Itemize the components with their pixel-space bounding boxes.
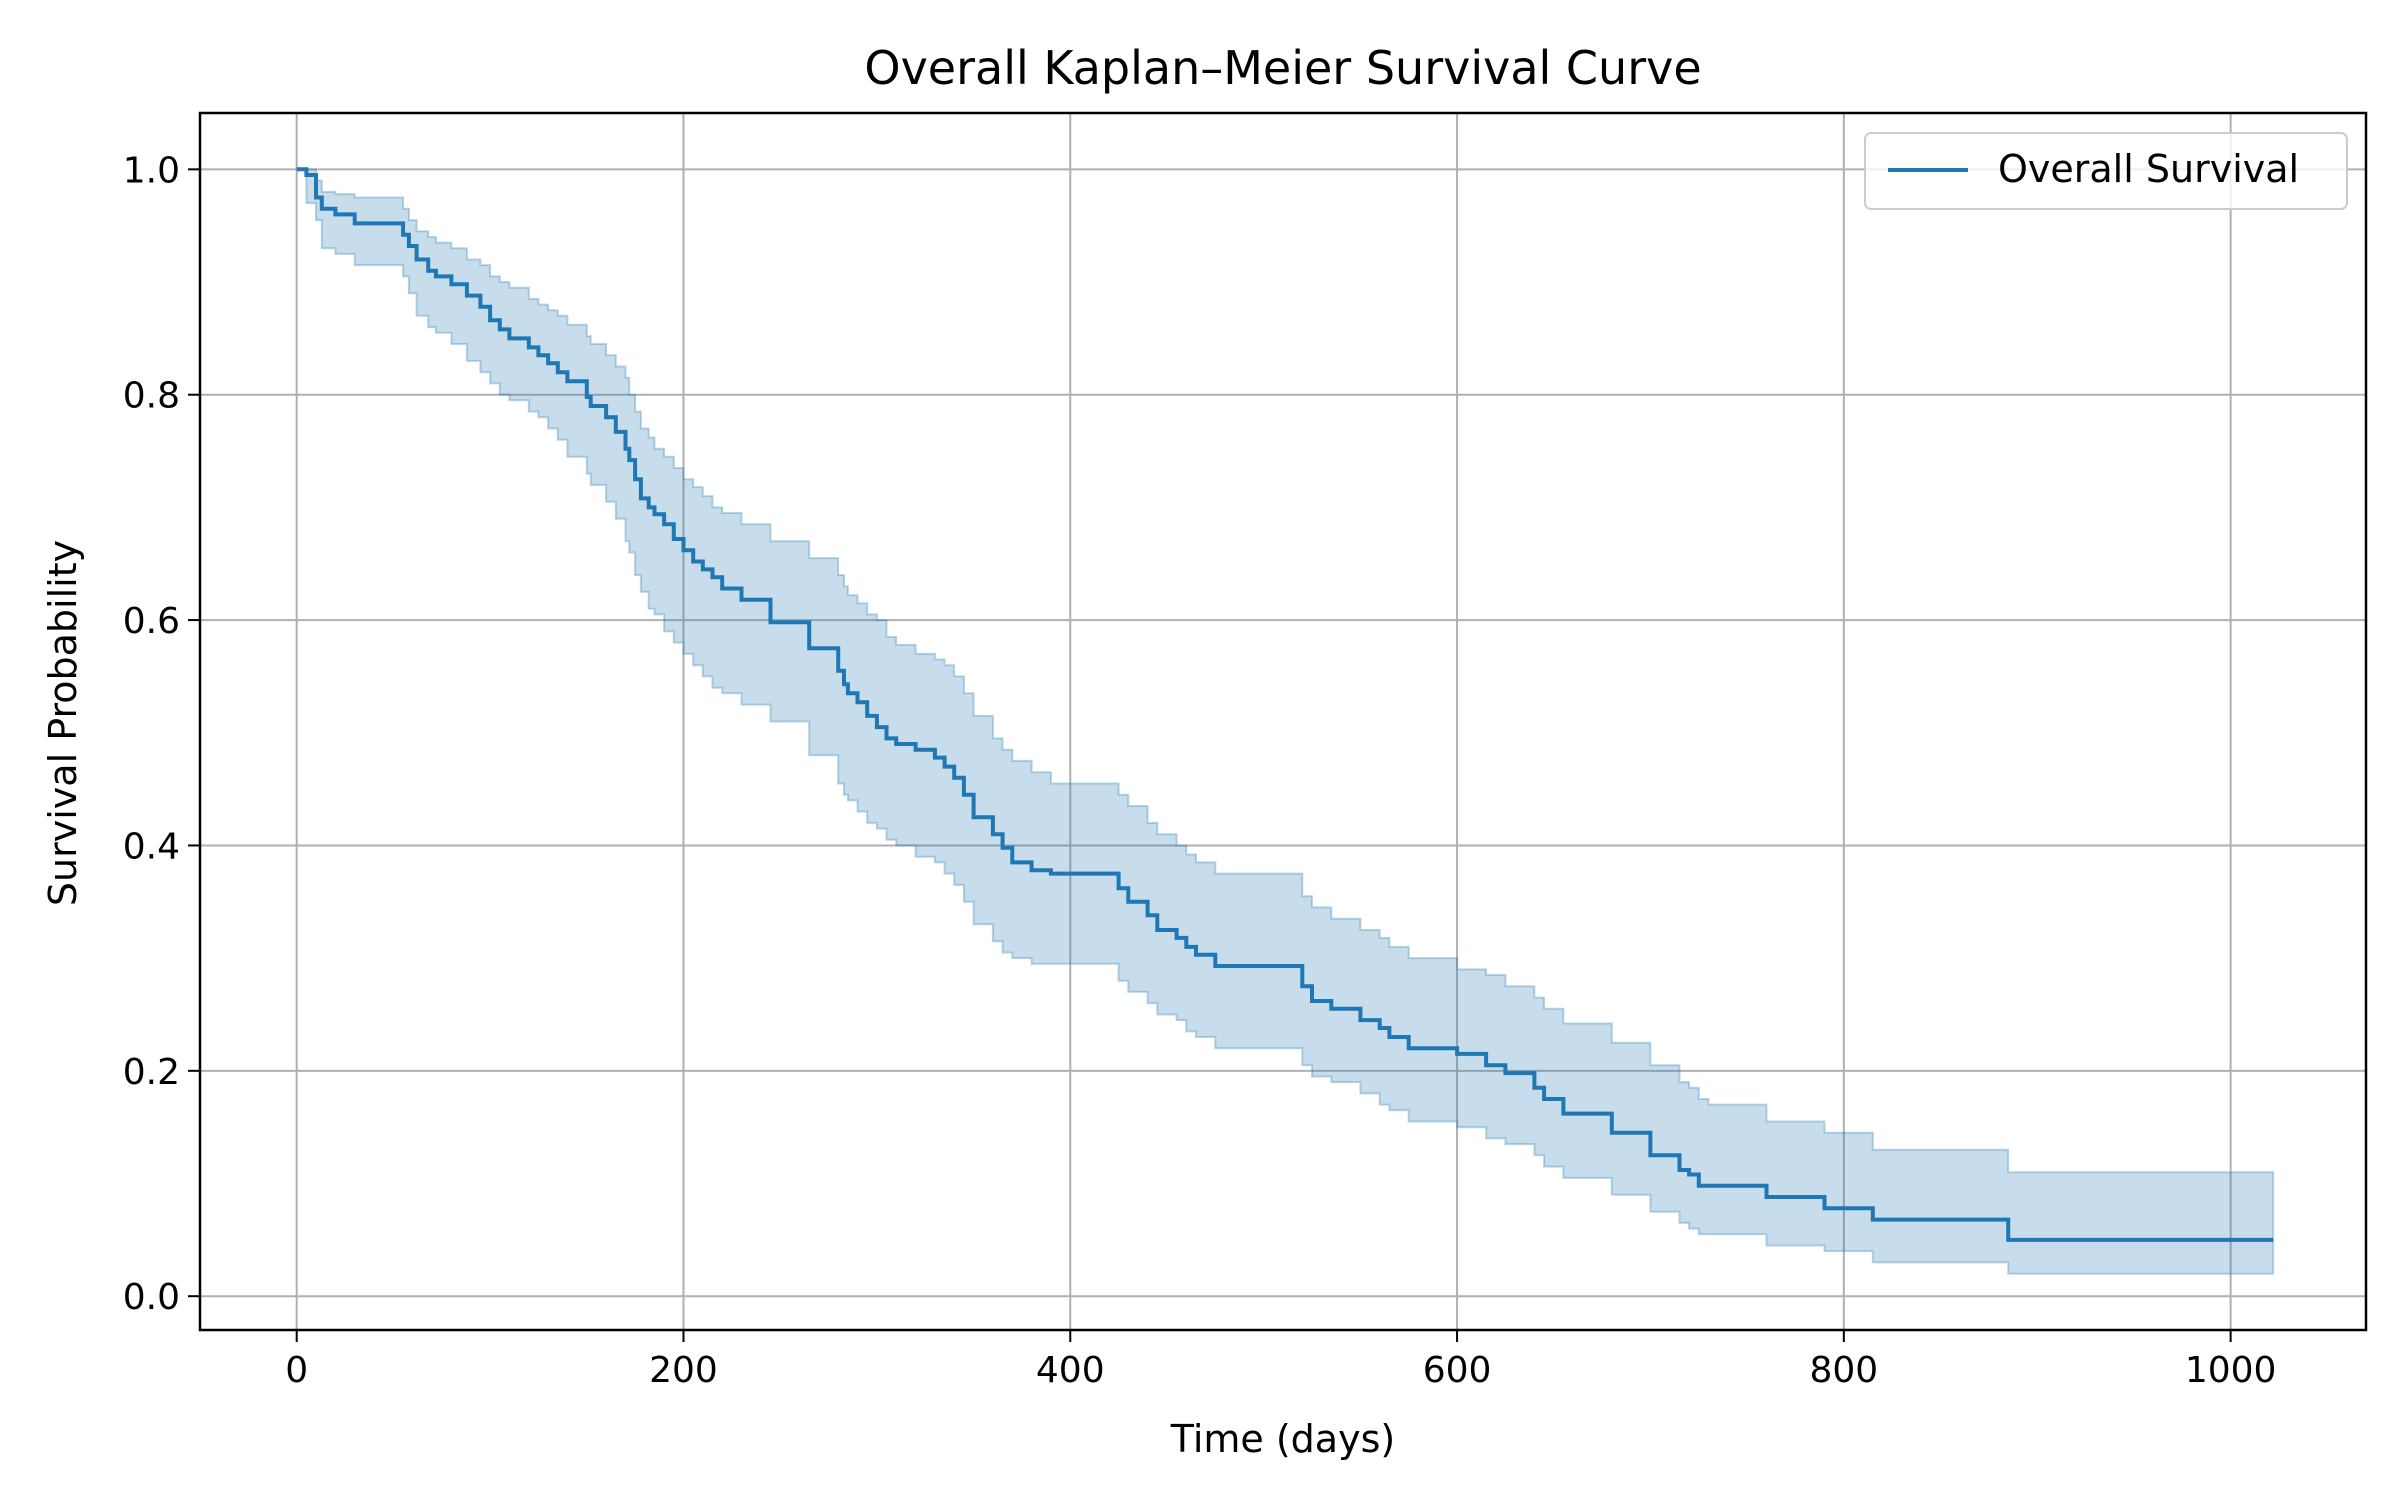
confidence-band (296, 168, 2275, 1275)
x-tick-label: 400 (1036, 1350, 1105, 1391)
x-axis-label: Time (days) (1170, 1417, 1395, 1461)
x-tick-label: 0 (285, 1350, 308, 1391)
confidence-bands (296, 168, 2275, 1275)
chart-title: Overall Kaplan–Meier Survival Curve (864, 41, 1701, 95)
grid-lines (200, 113, 2366, 1330)
legend-box (1864, 132, 2348, 210)
x-tick-label: 600 (1423, 1350, 1492, 1391)
plot-frame (198, 111, 2368, 1332)
x-tick-label: 1000 (2185, 1350, 2277, 1391)
y-tick-label: 0.4 (123, 826, 180, 867)
x-tick-label: 200 (649, 1350, 718, 1391)
survival-lines (296, 167, 2274, 1242)
axis-ticks: 0 200 400 600 800 1000 0.0 0.2 0.4 0.6 0.8 1.0 (123, 150, 2277, 1391)
y-tick-label: 0.8 (123, 376, 180, 417)
x-tick-label: 800 (1809, 1350, 1878, 1391)
y-axis-label: Survival Probability (41, 540, 85, 906)
y-tick-label: 0.0 (123, 1277, 180, 1318)
survival-line (296, 167, 2274, 1242)
y-tick-label: 0.2 (123, 1052, 180, 1093)
y-tick-label: 1.0 (123, 150, 180, 191)
legend-label-overall-survival: Overall Survival (1998, 147, 2299, 191)
legend: Overall Survival (1864, 132, 2348, 210)
y-tick-label: 0.6 (123, 601, 180, 642)
